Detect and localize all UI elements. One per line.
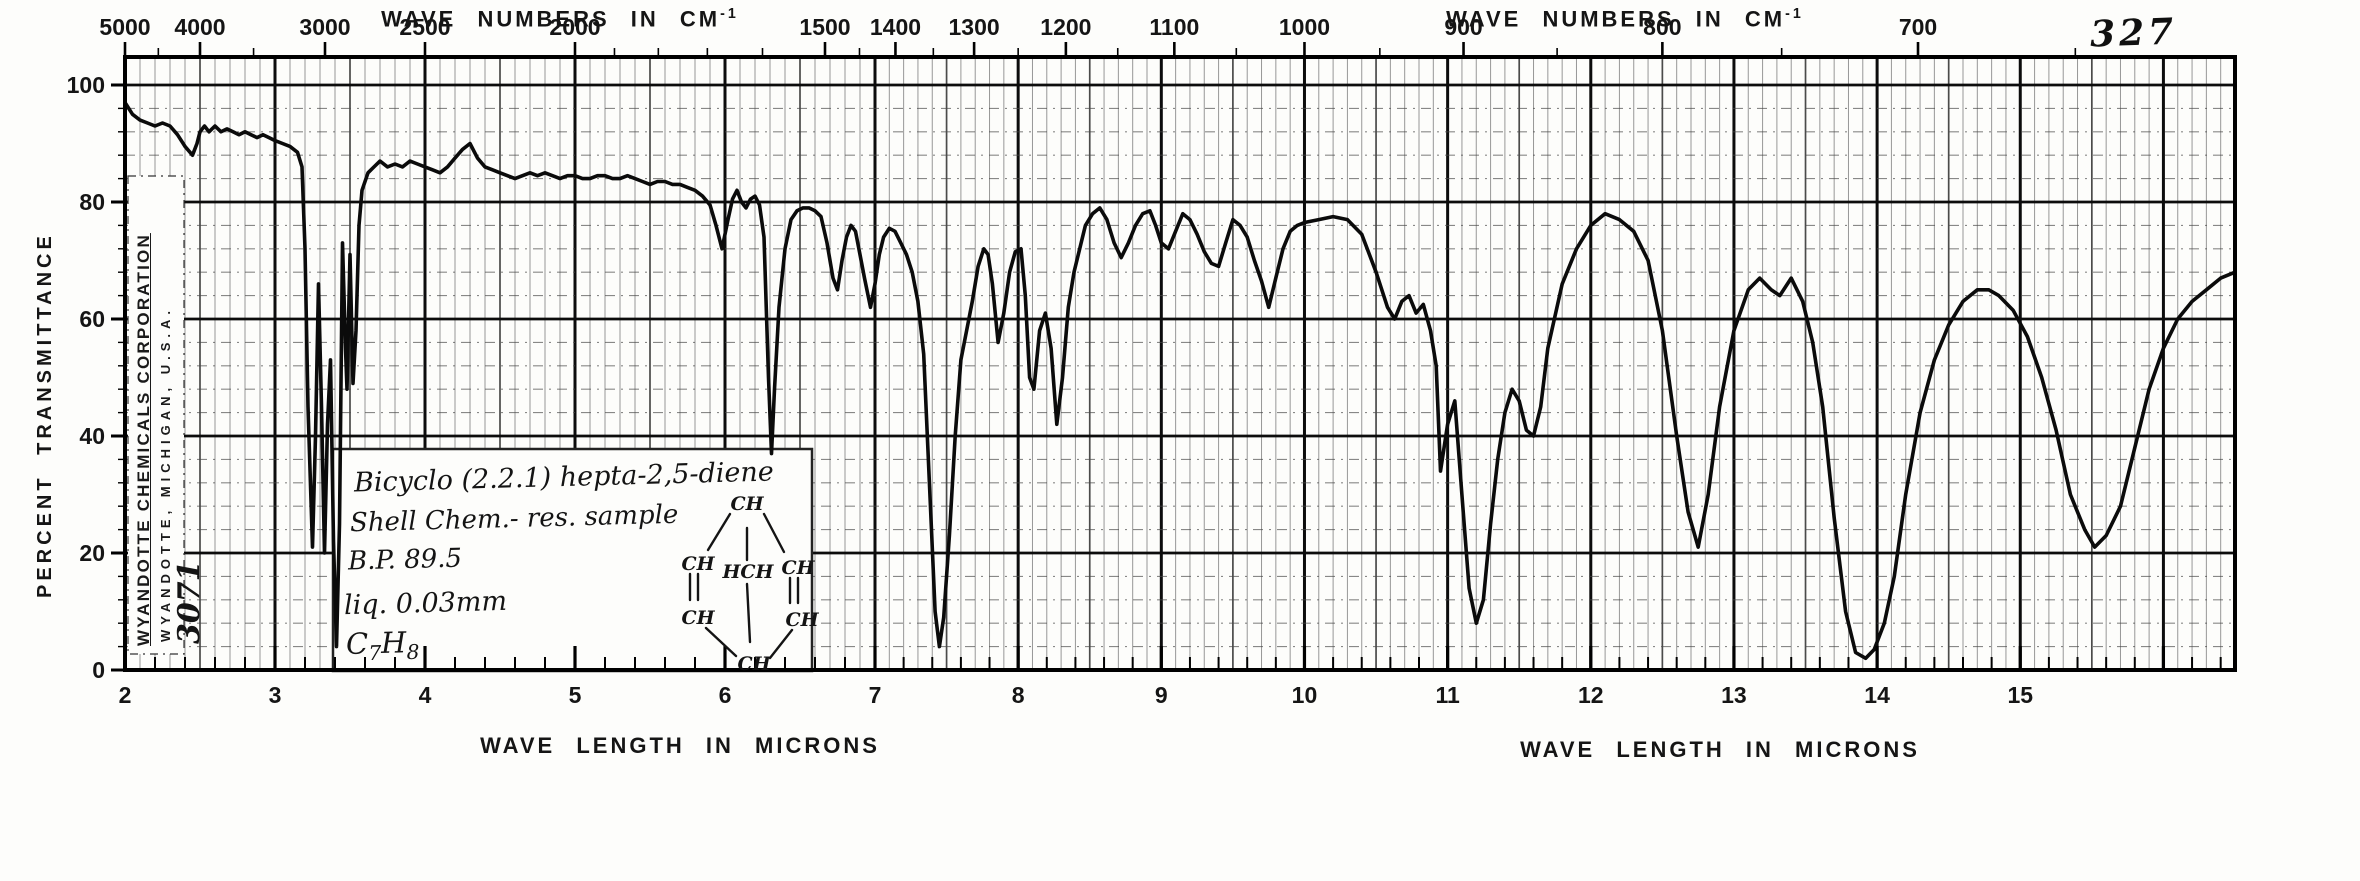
axis-tick-labels: 5000 4000 3000 2500 2000 1500 1400 1300 1200 1100…: [67, 14, 2034, 708]
x-axis-tick-label: 7: [869, 682, 882, 708]
atom-bottom: CH: [737, 653, 771, 675]
x-axis-tick-label: 15: [2007, 682, 2033, 708]
top-axis-title-left-text: WAVE NUMBERS IN CM: [381, 6, 721, 32]
x-axis-tick-label: 11: [1435, 682, 1460, 708]
x-axis-tick-label: 10: [1292, 682, 1318, 708]
x-axis-tick-label: 6: [719, 682, 732, 708]
atom-bridge: HCH: [721, 561, 774, 583]
x-axis-tick-label: 14: [1864, 682, 1890, 708]
top-axis-title-right: WAVE NUMBERS IN CM-1: [1425, 6, 1825, 32]
annotation-cell-path: liq. 0.03mm: [343, 585, 508, 622]
formula-7: 7: [368, 640, 382, 666]
top-axis-tick-label: 2000: [549, 14, 600, 40]
bond-top-ul: [706, 512, 732, 552]
catalog-number: 3071: [172, 560, 207, 645]
top-axis-tick-label: 3000: [299, 14, 350, 40]
bond-top-ur: [762, 512, 786, 554]
top-axis-tick-label: 5000: [99, 14, 150, 40]
top-axis-title-left-sup: -1: [720, 6, 739, 22]
bond-ll-bottom: [704, 626, 738, 658]
y-axis-tick-label: 40: [79, 423, 105, 449]
top-axis-title-left: WAVE NUMBERS IN CM-1: [360, 6, 760, 32]
atom-upper-left: CH: [681, 553, 715, 575]
structure-sketch: CH CH CH HCH CH CH CH: [681, 493, 819, 675]
axis-ticks: [111, 42, 2222, 672]
company-name: WYANDOTTE CHEMICALS CORPORATION: [134, 233, 153, 646]
company-address: WYANDOTTE, MICHIGAN, U.S.A.: [158, 305, 173, 642]
top-axis-tick-label: 1500: [799, 14, 850, 40]
plot-border: [123, 55, 2237, 672]
x-axis-tick-label: 4: [419, 682, 432, 708]
x-axis-tick-label: 13: [1721, 682, 1747, 708]
y-axis-title: PERCENT TRANSMITTANCE: [34, 232, 56, 598]
spectrum-trace: [123, 100, 2237, 661]
atom-lower-right: CH: [785, 609, 819, 631]
top-axis-tick-label: 1100: [1149, 14, 1199, 40]
formula-c: C: [345, 626, 369, 661]
y-axis-tick-label: 80: [79, 189, 105, 215]
x-axis-tick-label: 12: [1578, 682, 1604, 708]
top-axis-title-right-sup: -1: [1785, 6, 1804, 22]
formula-h: H: [380, 625, 407, 661]
top-axis-tick-label: 700: [1899, 14, 1937, 40]
annotation-box: [331, 447, 814, 673]
x-axis-tick-label: 8: [1012, 682, 1025, 708]
company-imprint-strip: [127, 175, 185, 655]
top-axis-tick-label: 1200: [1040, 14, 1091, 40]
bond-lr-bottom: [768, 628, 794, 660]
y-axis-tick-label: 0: [92, 657, 105, 683]
x-axis-tick-label: 5: [569, 682, 582, 708]
y-axis-tick-label: 60: [79, 306, 105, 332]
bond-bridge-bottom: [745, 582, 752, 644]
y-axis-tick-label: 20: [79, 540, 105, 566]
bottom-axis-title-right: WAVE LENGTH IN MICRONS: [1520, 737, 1920, 762]
top-axis-tick-label: 1400: [870, 14, 921, 40]
atom-top: CH: [730, 493, 764, 515]
top-axis-title-right-text: WAVE NUMBERS IN CM: [1446, 6, 1786, 32]
bottom-axis-title-left: WAVE LENGTH IN MICRONS: [480, 733, 880, 758]
x-axis-tick-label: 3: [269, 682, 282, 708]
atom-upper-right: CH: [781, 557, 815, 579]
top-axis-tick-label: 1300: [949, 14, 1000, 40]
x-axis-tick-label: 9: [1155, 682, 1168, 708]
top-axis-tick-label: 800: [1643, 14, 1681, 40]
atom-lower-left: CH: [681, 607, 715, 629]
top-axis-tick-label: 2500: [399, 14, 450, 40]
top-axis-tick-label: 900: [1444, 14, 1482, 40]
formula-8: 8: [406, 639, 420, 665]
y-axis-tick-label: 100: [67, 72, 105, 98]
top-axis-tick-label: 1000: [1279, 14, 1330, 40]
top-axis-tick-label: 4000: [174, 14, 225, 40]
x-axis-tick-label: 2: [119, 682, 132, 708]
annotation-formula: C7H8: [346, 625, 420, 666]
annotation-boiling-point: B.P. 89.5: [347, 543, 463, 577]
page-number: 327: [2089, 10, 2178, 56]
